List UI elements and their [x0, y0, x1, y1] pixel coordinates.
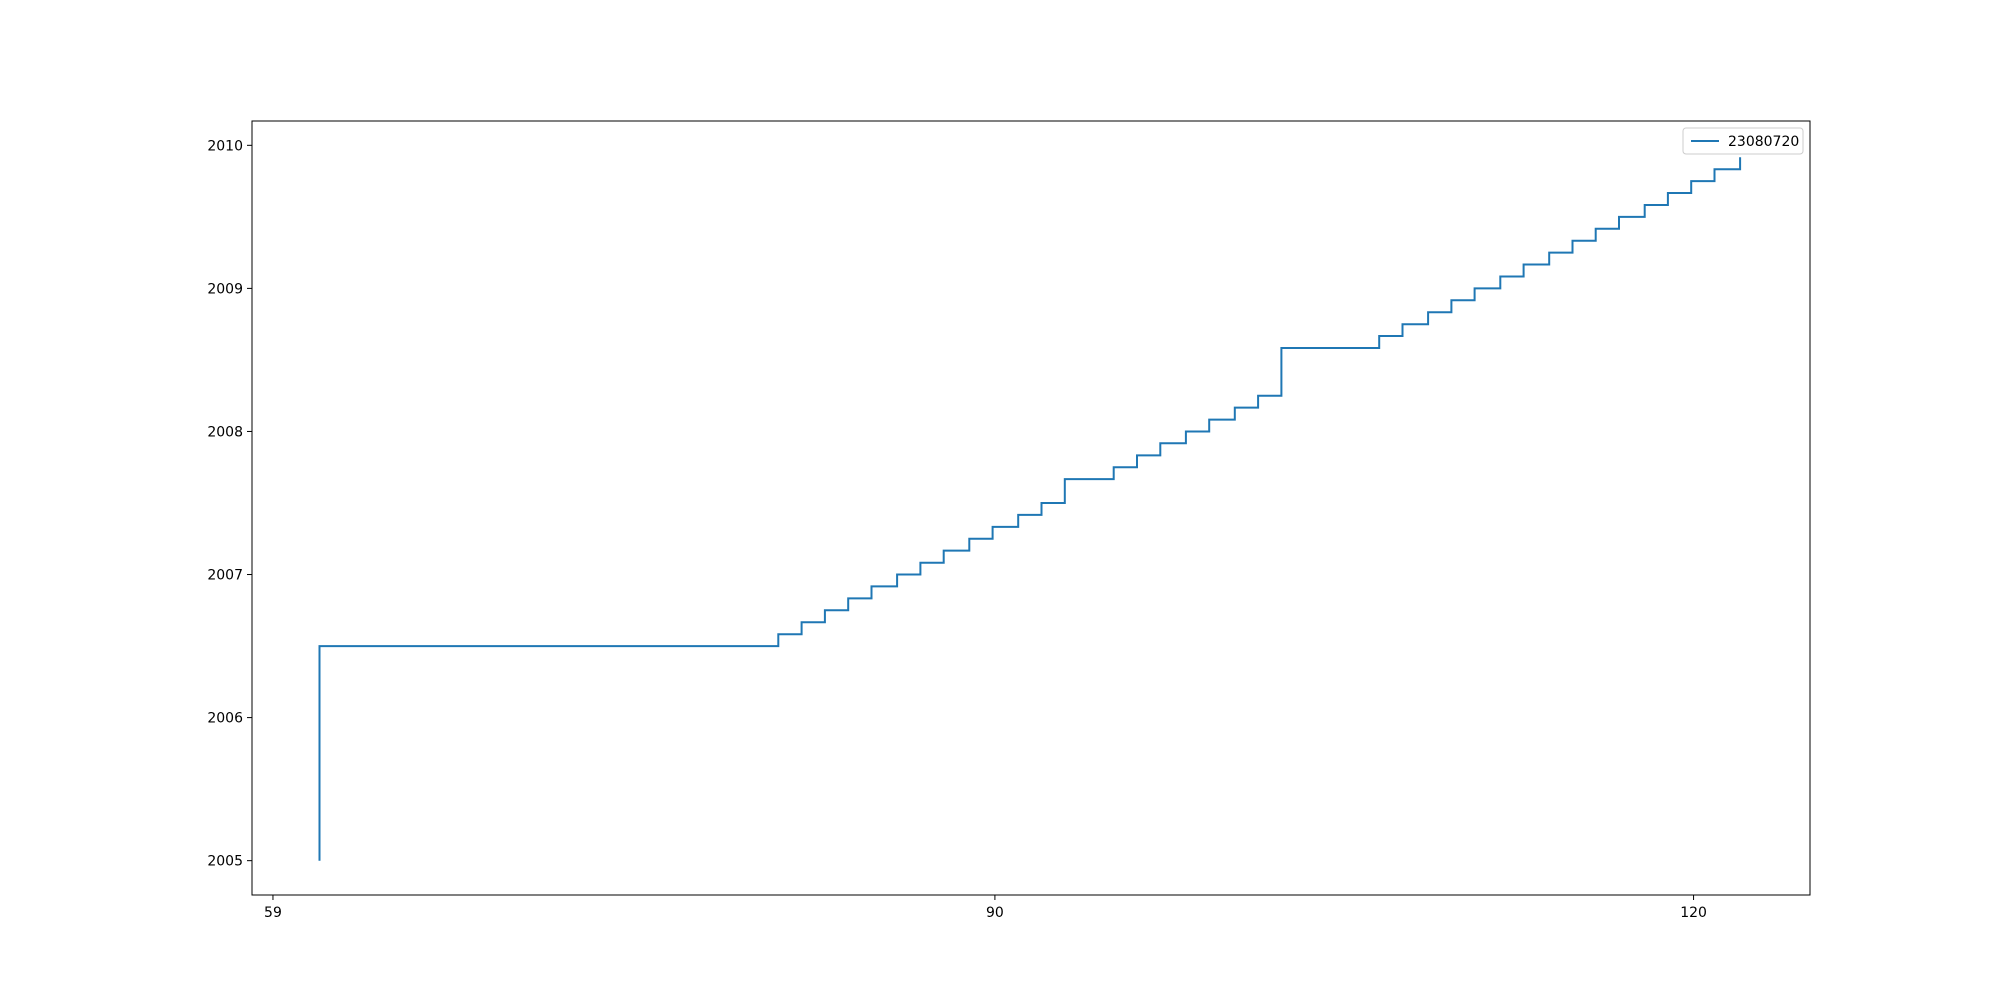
series-layer: [318, 157, 1742, 861]
y-tick-label: 2005: [207, 854, 243, 870]
plot-area: [251, 120, 1811, 896]
y-tick-label: 2006: [207, 711, 243, 727]
legend-box: [1682, 127, 1804, 155]
x-axis: 59 90 120: [264, 895, 1707, 921]
legend: 23080720: [1682, 127, 1804, 155]
y-tick-label: 2009: [207, 281, 243, 297]
x-tick-label: 120: [1680, 905, 1707, 921]
y-tick-label: 2007: [207, 568, 243, 584]
x-tick-label: 90: [986, 905, 1004, 921]
series-line: [318, 157, 1742, 861]
y-tick-label: 2010: [207, 138, 243, 154]
y-tick-label: 2008: [207, 424, 243, 440]
y-axis: 2005 2006 2007 2008 2009 2010: [207, 138, 252, 870]
x-tick-label: 59: [264, 905, 282, 921]
legend-label: 23080720: [1728, 134, 1799, 150]
